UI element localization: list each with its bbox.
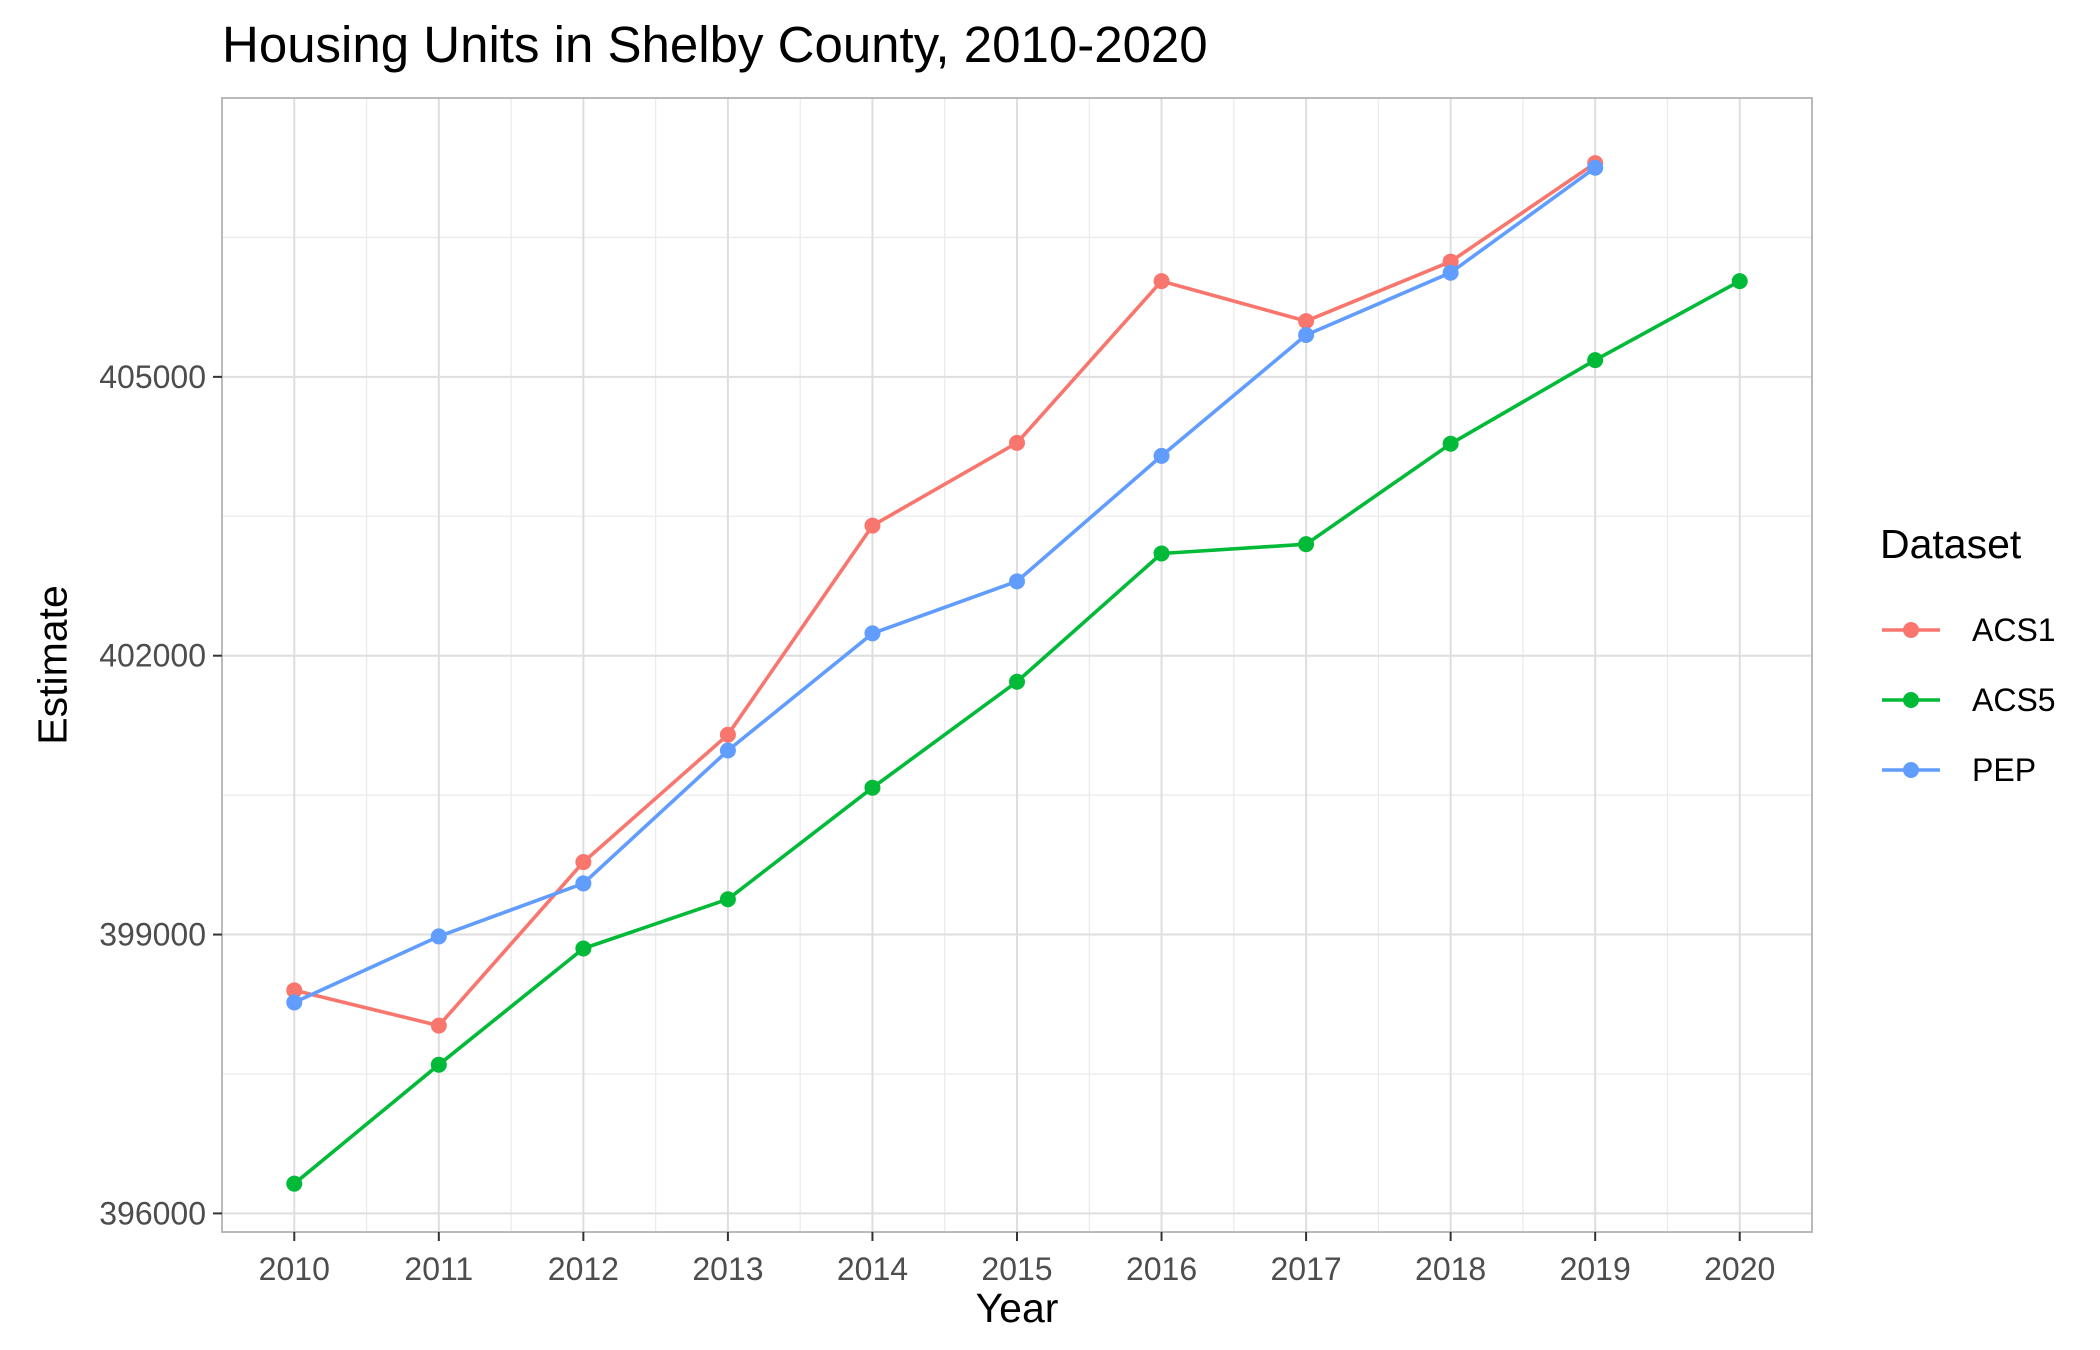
x-tick-label: 2013 bbox=[692, 1251, 763, 1287]
legend-key-point-pep bbox=[1903, 762, 1919, 778]
y-tick-label: 399000 bbox=[99, 917, 206, 953]
data-point-acs1 bbox=[1153, 273, 1170, 290]
x-tick-label: 2017 bbox=[1270, 1251, 1341, 1287]
data-point-acs5 bbox=[1731, 273, 1748, 290]
data-point-pep bbox=[575, 875, 592, 892]
data-point-acs1 bbox=[1298, 313, 1315, 330]
x-tick-label: 2011 bbox=[404, 1251, 473, 1287]
data-point-pep bbox=[1587, 159, 1604, 176]
data-point-pep bbox=[1442, 264, 1459, 281]
x-tick-label: 2010 bbox=[259, 1251, 330, 1287]
x-tick-label: 2014 bbox=[837, 1251, 908, 1287]
data-point-acs5 bbox=[1153, 545, 1170, 562]
data-point-acs5 bbox=[864, 779, 881, 796]
data-point-acs5 bbox=[575, 940, 592, 957]
data-point-acs1 bbox=[286, 982, 303, 999]
x-tick-label: 2019 bbox=[1560, 1251, 1631, 1287]
y-axis-title: Estimate bbox=[29, 585, 75, 745]
data-point-acs1 bbox=[719, 726, 736, 743]
data-point-acs5 bbox=[1298, 536, 1315, 553]
data-point-pep bbox=[719, 742, 736, 759]
y-tick-label: 402000 bbox=[99, 638, 206, 674]
data-point-acs5 bbox=[286, 1175, 303, 1192]
chart-title: Housing Units in Shelby County, 2010-202… bbox=[222, 16, 1208, 73]
data-point-acs5 bbox=[719, 891, 736, 908]
data-point-acs1 bbox=[1009, 434, 1025, 451]
legend-label-acs1: ACS1 bbox=[1972, 612, 2056, 648]
x-tick-label: 2016 bbox=[1126, 1251, 1197, 1287]
x-axis-title: Year bbox=[976, 1285, 1059, 1331]
legend-title: Dataset bbox=[1880, 521, 2022, 567]
x-tick-label: 2012 bbox=[548, 1251, 619, 1287]
grid-lines bbox=[222, 98, 1812, 1232]
legend-key-point-acs1 bbox=[1903, 622, 1919, 638]
series-line-acs1 bbox=[293, 161, 1597, 1028]
x-tick-label: 2020 bbox=[1704, 1251, 1775, 1287]
legend: Dataset ACS1 ACS5 PEP bbox=[1880, 521, 2056, 788]
data-point-pep bbox=[1009, 573, 1025, 590]
data-point-pep bbox=[286, 994, 303, 1011]
data-point-acs1 bbox=[1442, 253, 1459, 270]
legend-label-pep: PEP bbox=[1972, 752, 2036, 788]
data-point-acs5 bbox=[1009, 673, 1025, 690]
data-point-acs1 bbox=[864, 517, 881, 534]
y-tick-label: 405000 bbox=[99, 359, 206, 395]
legend-key-point-acs5 bbox=[1903, 692, 1919, 708]
data-point-acs1 bbox=[575, 854, 592, 871]
data-point-pep bbox=[1153, 447, 1170, 464]
data-point-acs5 bbox=[1442, 435, 1459, 452]
y-tick-label: 396000 bbox=[99, 1195, 206, 1231]
axes: 396000 399000 402000 405000 2010 2011 2012 2013… bbox=[99, 359, 1775, 1287]
x-tick-label: 2018 bbox=[1415, 1251, 1486, 1287]
data-point-acs5 bbox=[1587, 352, 1604, 369]
data-point-acs1 bbox=[430, 1017, 447, 1034]
series-lines bbox=[286, 155, 1748, 1192]
legend-label-acs5: ACS5 bbox=[1972, 682, 2056, 718]
x-tick-label: 2015 bbox=[981, 1251, 1052, 1287]
series-line-pep bbox=[293, 166, 1597, 1005]
data-point-acs5 bbox=[430, 1056, 447, 1073]
data-point-pep bbox=[864, 625, 881, 642]
data-point-pep bbox=[1298, 327, 1315, 344]
data-point-pep bbox=[430, 928, 447, 945]
